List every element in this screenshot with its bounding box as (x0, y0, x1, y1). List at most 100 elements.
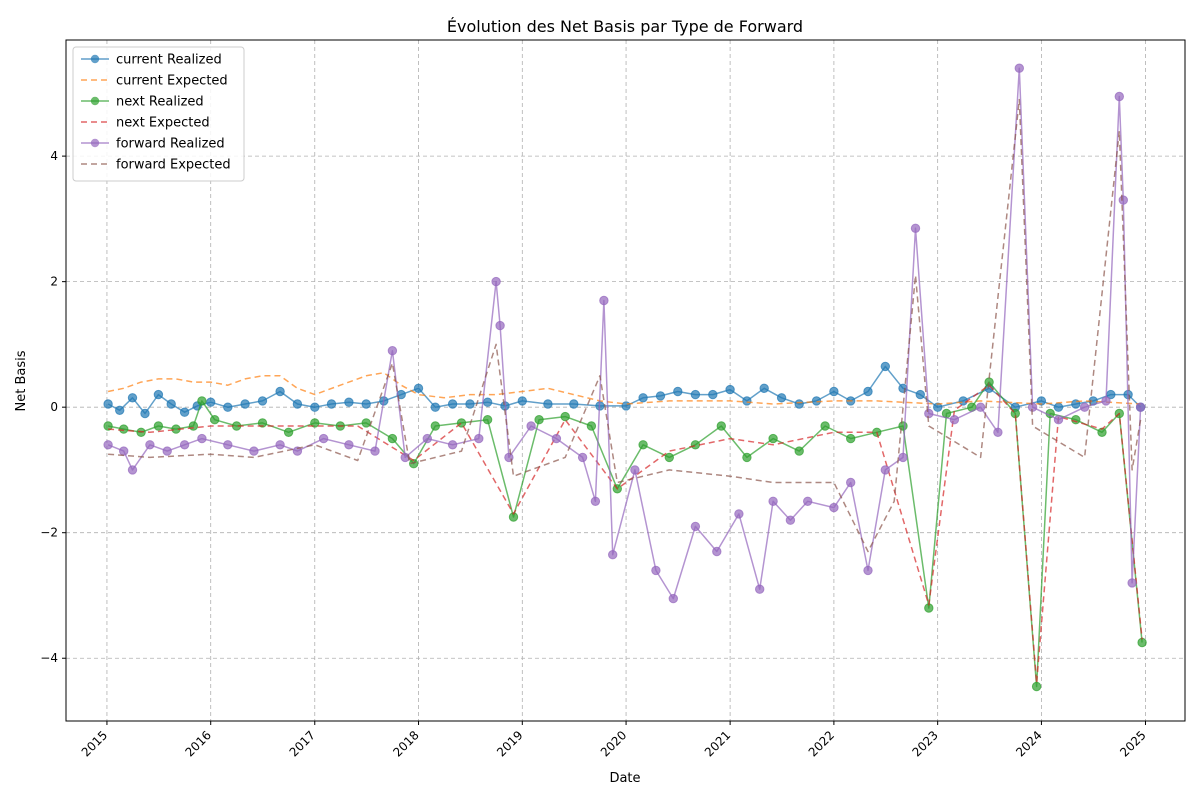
data-point (223, 440, 233, 450)
data-point (716, 421, 726, 431)
data-point (880, 361, 890, 372)
data-point (768, 433, 778, 444)
data-point (910, 223, 921, 234)
data-point (447, 440, 458, 450)
data-point (482, 397, 493, 407)
data-point (651, 565, 661, 576)
data-point (166, 399, 176, 409)
data-point (898, 452, 908, 463)
legend-entry: current Realized (81, 53, 222, 68)
data-point (1137, 637, 1147, 648)
data-point (127, 465, 138, 475)
data-point (310, 402, 320, 412)
grid (66, 40, 1185, 721)
data-point (803, 496, 813, 506)
data-point (179, 440, 190, 450)
data-point (880, 465, 890, 475)
data-point (103, 421, 113, 431)
data-point (127, 393, 138, 403)
data-point (898, 421, 908, 431)
series-3 (108, 384, 1143, 685)
data-point (846, 477, 856, 488)
legend-entry: current Expected (81, 74, 228, 89)
legend-label: next Expected (116, 116, 210, 131)
data-point (863, 386, 873, 397)
x-axis-label: Date (609, 771, 640, 786)
data-point (153, 389, 164, 400)
data-point (590, 496, 601, 506)
legend-label: current Realized (116, 53, 222, 68)
data-point (569, 399, 579, 409)
data-point (422, 433, 432, 444)
legend: current Realized current Expected next Rea… (72, 46, 245, 182)
data-point (599, 295, 609, 306)
data-point (1071, 415, 1081, 425)
legend-entry: forward Expected (81, 158, 231, 173)
data-point (447, 399, 458, 409)
plot-area (103, 63, 1147, 692)
data-point (517, 396, 527, 406)
data-point (768, 496, 778, 506)
data-point (140, 408, 150, 419)
data-point (1114, 91, 1125, 102)
data-point (543, 399, 553, 409)
data-point (145, 440, 155, 450)
data-point (1031, 681, 1042, 692)
data-point (275, 386, 285, 397)
data-point (491, 276, 501, 287)
data-point (712, 546, 722, 557)
y-tick-label: −2 (40, 526, 58, 540)
data-point (551, 433, 562, 444)
data-point (794, 399, 804, 409)
data-point (776, 393, 787, 403)
data-point (586, 421, 597, 431)
data-point (560, 411, 570, 422)
data-point (361, 418, 371, 428)
y-axis-label: Net Basis (14, 350, 29, 411)
data-point (1127, 578, 1137, 588)
chart-title: Évolution des Net Basis par Type de Forw… (447, 17, 803, 36)
data-point (400, 452, 410, 463)
data-point (430, 421, 440, 431)
legend-marker (90, 54, 100, 64)
y-tick-label: 4 (50, 149, 58, 163)
data-point (690, 389, 701, 400)
data-point (1079, 402, 1090, 412)
data-point (621, 401, 631, 411)
series-line (108, 384, 1143, 685)
data-point (725, 384, 735, 395)
data-point (162, 446, 172, 456)
data-point (949, 415, 960, 425)
data-point (179, 407, 190, 417)
data-point (759, 383, 769, 393)
data-point (153, 421, 164, 431)
data-point (794, 446, 804, 456)
series-line (107, 381, 1143, 688)
legend-label: next Realized (116, 95, 204, 110)
data-point (785, 515, 796, 525)
data-point (326, 399, 337, 409)
data-point (526, 421, 536, 431)
data-point (1101, 396, 1111, 406)
data-point (361, 399, 371, 409)
data-point (638, 393, 648, 403)
data-point (846, 433, 856, 444)
data-point (344, 397, 354, 407)
data-point (495, 320, 505, 331)
data-point (734, 509, 744, 519)
data-point (1053, 415, 1064, 425)
data-point (310, 418, 320, 428)
data-point (283, 427, 294, 437)
y-tick-label: −4 (40, 651, 58, 665)
legend-entry: forward Realized (81, 137, 225, 152)
data-point (240, 399, 250, 409)
data-point (197, 396, 207, 406)
data-point (690, 521, 701, 532)
data-point (608, 550, 618, 560)
data-point (630, 465, 640, 475)
data-point (577, 452, 588, 463)
legend-box (72, 46, 245, 182)
y-axis: −4 −2 0 2 4 (40, 149, 66, 665)
data-point (482, 415, 493, 425)
data-point (755, 584, 765, 594)
